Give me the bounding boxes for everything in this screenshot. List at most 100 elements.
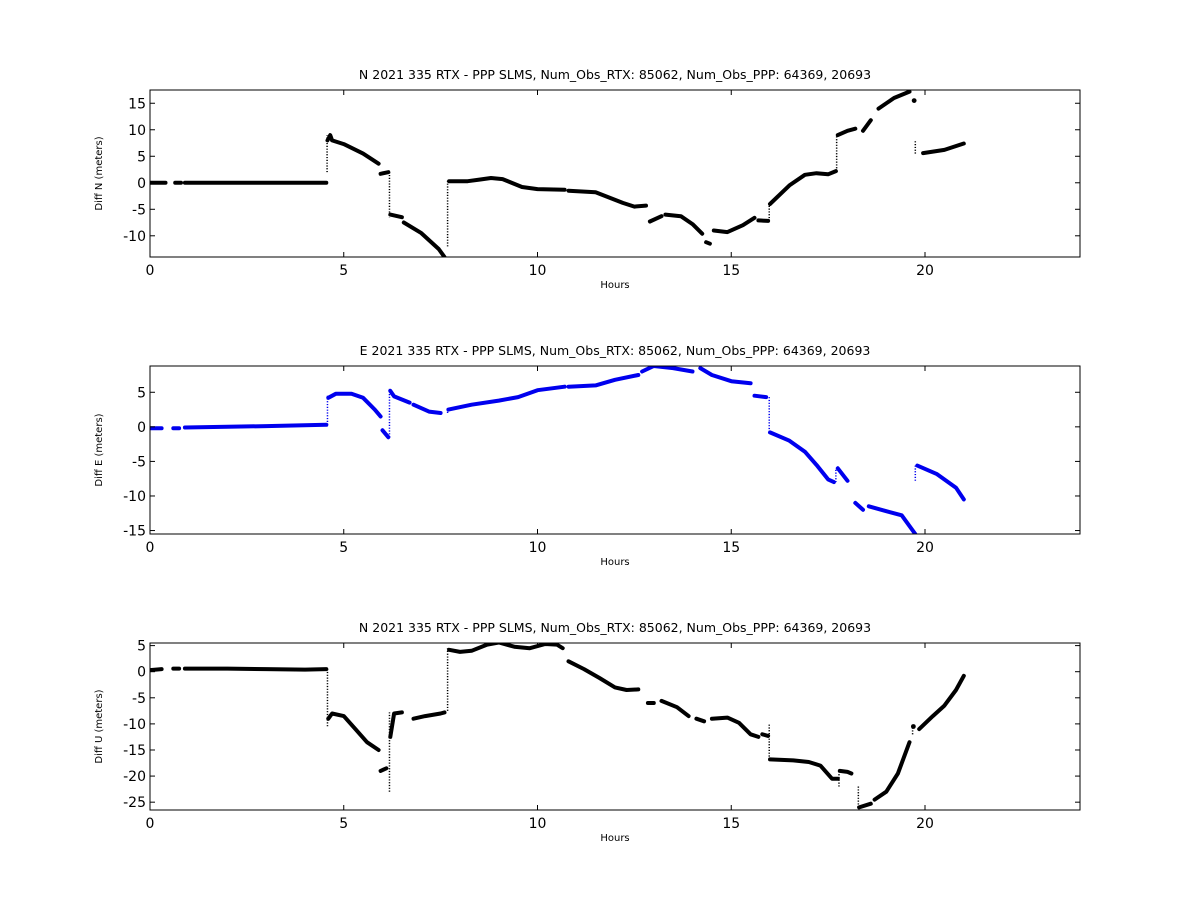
data-series-segment bbox=[182, 422, 329, 430]
data-series-segment bbox=[768, 169, 838, 206]
data-series-segment bbox=[915, 463, 966, 502]
y-tick-label: -10 bbox=[123, 489, 146, 505]
chart-title: N 2021 335 RTX - PPP SLMS, Num_Obs_RTX: … bbox=[359, 67, 871, 82]
y-tick-label: -25 bbox=[123, 795, 146, 811]
y-tick-label: -10 bbox=[123, 717, 146, 733]
y-tick-label: 0 bbox=[137, 665, 146, 681]
x-tick-label: 10 bbox=[529, 263, 547, 279]
data-series-segment bbox=[326, 391, 383, 419]
data-series-segment bbox=[663, 212, 705, 236]
y-tick-label: -5 bbox=[132, 691, 146, 707]
data-series-segment bbox=[659, 698, 691, 719]
y-tick-label: 10 bbox=[128, 123, 146, 139]
x-tick-label: 20 bbox=[916, 263, 934, 279]
data-series-segment bbox=[866, 504, 918, 534]
x-tick-label: 15 bbox=[722, 540, 740, 556]
x-tick-label: 15 bbox=[722, 263, 740, 279]
subplot-up: N 2021 335 RTX - PPP SLMS, Num_Obs_RTX: … bbox=[94, 620, 1081, 844]
chart-title: E 2021 335 RTX - PPP SLMS, Num_Obs_RTX: … bbox=[360, 343, 871, 358]
y-axis-label: Diff N (meters) bbox=[94, 136, 105, 210]
data-series-segment bbox=[182, 666, 329, 672]
data-series-segment bbox=[640, 366, 695, 374]
data-series-segment bbox=[857, 801, 873, 810]
data-point bbox=[911, 98, 917, 104]
data-series-segment bbox=[566, 659, 641, 692]
data-series-segment bbox=[694, 716, 707, 724]
axes-frame bbox=[149, 365, 1081, 535]
x-tick-label: 20 bbox=[916, 540, 934, 556]
x-tick-label: 5 bbox=[339, 816, 348, 832]
x-axis-label: Hours bbox=[600, 280, 629, 291]
x-tick-label: 0 bbox=[146, 540, 155, 556]
x-tick-label: 5 bbox=[339, 263, 348, 279]
data-series-segment bbox=[698, 366, 753, 386]
data-series-segment bbox=[876, 90, 912, 111]
y-tick-label: 0 bbox=[137, 176, 146, 192]
data-layer bbox=[150, 90, 966, 257]
x-axis-label: Hours bbox=[600, 833, 629, 844]
data-series-segment bbox=[917, 673, 966, 732]
y-tick-label: 15 bbox=[128, 96, 146, 112]
y-tick-label: -5 bbox=[132, 454, 146, 470]
data-series-segment bbox=[835, 126, 858, 138]
data-series-segment bbox=[837, 768, 854, 776]
chart-title: N 2021 335 RTX - PPP SLMS, Num_Obs_RTX: … bbox=[359, 620, 871, 635]
subplot-north: N 2021 335 RTX - PPP SLMS, Num_Obs_RTX: … bbox=[94, 67, 1081, 291]
y-tick-label: 5 bbox=[137, 639, 146, 655]
y-tick-label: 5 bbox=[137, 149, 146, 165]
y-axis-label: Diff U (meters) bbox=[94, 689, 105, 763]
data-series-segment bbox=[853, 500, 865, 512]
data-series-segment bbox=[411, 710, 447, 721]
data-series-segment bbox=[446, 384, 567, 412]
axes-frame bbox=[149, 89, 1081, 258]
data-series-segment bbox=[760, 732, 771, 738]
data-series-segment bbox=[411, 402, 443, 415]
x-tick-label: 10 bbox=[529, 540, 547, 556]
data-series-segment bbox=[380, 428, 391, 440]
y-tick-label: 0 bbox=[137, 420, 146, 436]
data-series-segment bbox=[401, 220, 447, 257]
data-series-segment bbox=[835, 466, 850, 483]
data-layer bbox=[150, 643, 966, 810]
data-series-segment bbox=[150, 667, 164, 673]
data-series-segment bbox=[861, 118, 873, 133]
data-series-segment bbox=[325, 133, 381, 166]
data-series-segment bbox=[566, 188, 648, 209]
data-series-segment bbox=[756, 218, 771, 223]
data-series-segment bbox=[768, 757, 840, 781]
y-tick-label: -15 bbox=[123, 743, 146, 759]
x-tick-label: 20 bbox=[916, 816, 934, 832]
data-point bbox=[910, 724, 916, 729]
data-series-segment bbox=[378, 170, 391, 176]
data-series-segment bbox=[704, 240, 712, 246]
subplot-east: E 2021 335 RTX - PPP SLMS, Num_Obs_RTX: … bbox=[94, 343, 1081, 568]
data-series-segment bbox=[921, 141, 966, 156]
axes-frame bbox=[149, 642, 1081, 811]
y-tick-label: 5 bbox=[137, 385, 146, 401]
x-tick-label: 10 bbox=[529, 816, 547, 832]
x-tick-label: 5 bbox=[339, 540, 348, 556]
data-series-segment bbox=[447, 643, 565, 654]
x-axis-label: Hours bbox=[600, 557, 629, 568]
data-series-segment bbox=[768, 430, 836, 485]
data-series-segment bbox=[711, 215, 757, 235]
x-tick-label: 0 bbox=[146, 816, 155, 832]
data-series-segment bbox=[388, 212, 404, 220]
y-tick-label: -10 bbox=[123, 229, 146, 245]
data-series-segment bbox=[566, 373, 641, 389]
x-tick-label: 15 bbox=[722, 816, 740, 832]
x-tick-label: 0 bbox=[146, 263, 155, 279]
data-series-segment bbox=[388, 388, 412, 405]
y-axis-label: Diff E (meters) bbox=[94, 413, 105, 486]
y-tick-label: -5 bbox=[132, 202, 146, 218]
y-tick-label: -20 bbox=[123, 769, 146, 785]
data-series-segment bbox=[388, 710, 404, 739]
data-series-segment bbox=[378, 766, 389, 773]
data-series-segment bbox=[447, 176, 567, 192]
data-series-segment bbox=[752, 393, 769, 400]
data-layer bbox=[150, 366, 966, 534]
y-tick-label: -15 bbox=[123, 524, 146, 540]
data-series-segment bbox=[872, 740, 912, 802]
data-series-segment bbox=[647, 214, 664, 224]
